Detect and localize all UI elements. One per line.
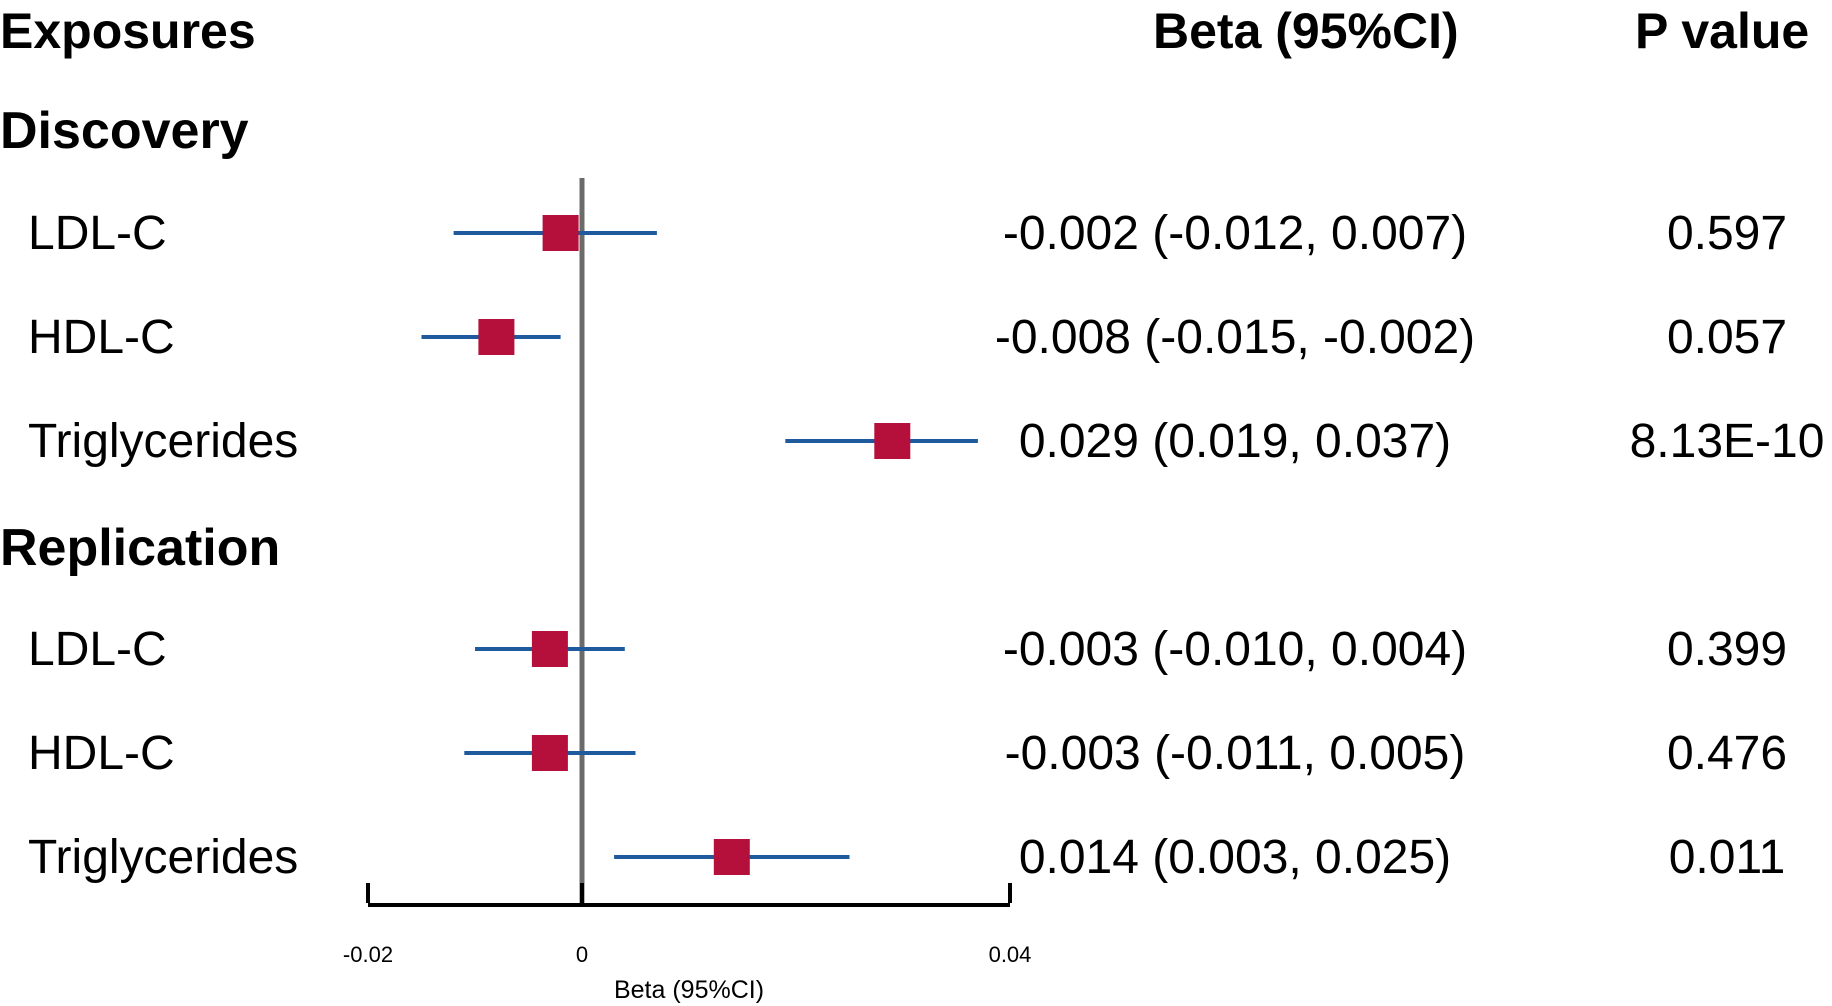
forest-marks bbox=[421, 178, 978, 903]
row-label-discovery-hdl: HDL-C bbox=[28, 311, 175, 364]
row-label-replication-ldl: LDL-C bbox=[28, 623, 167, 676]
point-estimate-replication-triglycerides bbox=[713, 839, 750, 875]
point-estimate-discovery-ldlc bbox=[542, 215, 579, 251]
beta-value-discovery-hdl: -0.008 (-0.015, -0.002) bbox=[994, 311, 1476, 364]
p-value-replication-hdl: 0.476 bbox=[1666, 727, 1788, 780]
p-value-replication-ldl: 0.399 bbox=[1666, 623, 1788, 676]
x-axis-label: Beta (95%CI) bbox=[614, 976, 764, 1004]
beta-value-replication-hdl: -0.003 (-0.011, 0.005) bbox=[1004, 727, 1466, 780]
beta-value-replication-ldl: -0.003 (-0.010, 0.004) bbox=[1002, 623, 1468, 676]
point-estimate-discovery-triglycerides bbox=[874, 423, 911, 459]
section-replication: Replication bbox=[0, 519, 281, 577]
row-label-replication-hdl: HDL-C bbox=[28, 727, 175, 780]
p-value-discovery-tg: 8.13E-10 bbox=[1629, 415, 1825, 468]
point-estimate-replication-hdlc bbox=[531, 735, 568, 771]
row-label-discovery-ldl: LDL-C bbox=[28, 207, 167, 260]
x-tick-label: 0 bbox=[576, 942, 588, 967]
point-estimate-discovery-hdlc bbox=[478, 319, 515, 355]
x-tick-label: -0.02 bbox=[343, 942, 393, 967]
p-value-discovery-hdl: 0.057 bbox=[1666, 311, 1788, 364]
beta-value-replication-tg: 0.014 (0.003, 0.025) bbox=[1018, 831, 1452, 884]
row-label-discovery-tg: Triglycerides bbox=[28, 415, 299, 468]
row-label-replication-tg: Triglycerides bbox=[28, 831, 299, 884]
beta-header: Beta (95%CI) bbox=[1153, 3, 1459, 59]
p-value-discovery-ldl: 0.597 bbox=[1666, 207, 1788, 260]
x-tick-label: 0.04 bbox=[989, 942, 1032, 967]
point-estimate-replication-ldlc bbox=[531, 631, 568, 667]
beta-value-discovery-tg: 0.029 (0.019, 0.037) bbox=[1018, 415, 1452, 468]
x-axis: -0.02 0 0.04 Beta (95%CI) bbox=[343, 883, 1031, 1004]
p-value-replication-tg: 0.011 bbox=[1668, 831, 1786, 884]
exposures-header: Exposures bbox=[0, 3, 256, 59]
beta-value-discovery-ldl: -0.002 (-0.012, 0.007) bbox=[1002, 207, 1468, 260]
pvalue-header: P value bbox=[1635, 3, 1810, 59]
section-discovery: Discovery bbox=[0, 102, 249, 160]
